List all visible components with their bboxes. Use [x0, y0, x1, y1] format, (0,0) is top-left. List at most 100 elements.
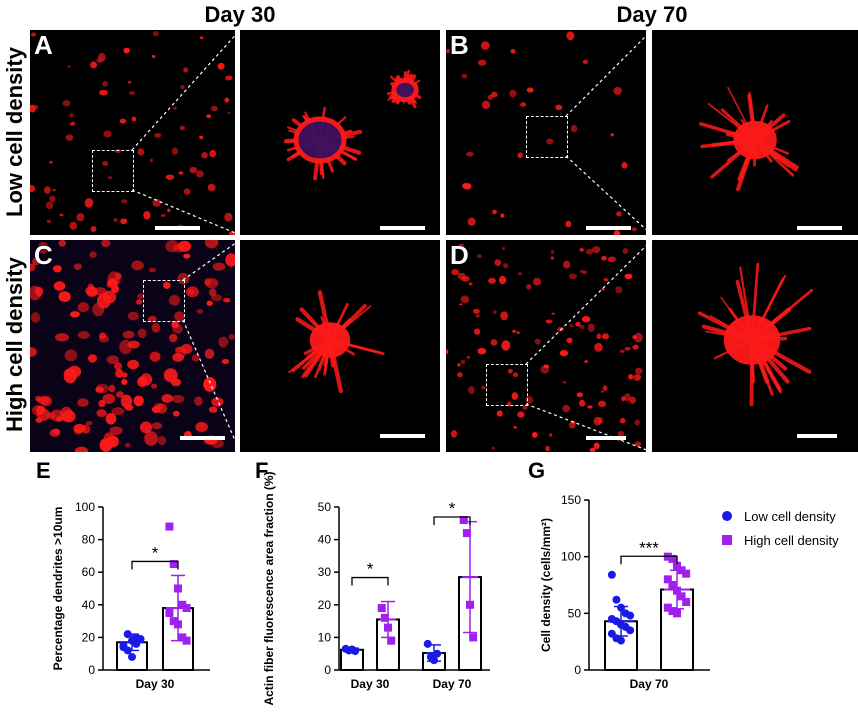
cell-mark — [151, 422, 163, 430]
cell-mark — [503, 263, 509, 269]
cell-mark — [103, 432, 115, 443]
cell-mark — [52, 265, 62, 273]
y-tick-label: 50 — [318, 500, 332, 514]
data-point — [626, 611, 635, 620]
data-point — [123, 630, 132, 639]
cell-mark — [111, 407, 125, 416]
cell-mark — [546, 138, 554, 145]
data-point — [182, 604, 191, 613]
cell-mark — [512, 329, 517, 333]
cell-mark — [30, 285, 42, 301]
cell-mark — [148, 267, 157, 273]
cell-mark — [602, 385, 608, 392]
cell-mark — [516, 331, 520, 335]
cell-mark — [98, 332, 107, 340]
cell-mark — [86, 286, 98, 297]
cell-mark — [136, 299, 143, 305]
data-point — [682, 569, 691, 578]
cell-mark — [52, 428, 61, 434]
cell-mark — [82, 424, 91, 434]
cell-mark — [49, 195, 56, 203]
cell-mark — [172, 324, 184, 334]
cell-mark — [50, 409, 64, 422]
data-point — [673, 561, 681, 570]
panel-letter-d: D — [450, 240, 469, 270]
cell-mark — [113, 362, 123, 371]
cell-mark — [624, 393, 631, 402]
scalebar-c-zoom — [380, 434, 425, 438]
inset-box-b — [526, 116, 568, 158]
cell-mark — [30, 312, 41, 323]
cell-mark — [43, 186, 51, 194]
cell-shape — [697, 262, 814, 407]
cell-mark — [511, 392, 519, 400]
cell-mark — [103, 130, 112, 138]
cell-mark — [488, 277, 496, 284]
cell-mark — [99, 89, 108, 96]
cell-mark — [458, 243, 465, 249]
cell-mark — [63, 368, 77, 384]
cell-mark — [468, 282, 473, 286]
cell-mark — [610, 133, 614, 137]
panel-letter-a: A — [34, 30, 53, 60]
cell-mark — [120, 394, 133, 409]
y-axis-label: Cell density (cells/mm²) — [539, 518, 553, 652]
cell-mark — [69, 121, 76, 126]
cell-shape — [698, 86, 800, 192]
cell-mark — [77, 331, 90, 339]
y-tick-label: 80 — [82, 533, 96, 547]
inset-box-a — [92, 150, 134, 192]
cell-mark — [466, 355, 471, 359]
data-point — [174, 620, 182, 629]
cell-mark — [30, 184, 36, 193]
panel-c-zoom — [240, 240, 440, 452]
data-point — [617, 636, 625, 645]
data-point — [626, 626, 635, 635]
cell-mark — [170, 378, 182, 387]
scalebar-d-zoom — [797, 434, 837, 438]
cell-mark — [207, 183, 216, 192]
cell-mark — [46, 219, 52, 224]
cell-mark — [635, 367, 643, 375]
data-point — [387, 636, 396, 645]
significance-bracket — [131, 560, 179, 570]
legend-label-high: High cell density — [744, 532, 839, 548]
cell-mark — [102, 80, 109, 87]
cell-mark — [157, 435, 167, 446]
cell-mark — [633, 373, 642, 381]
cell-mark — [477, 347, 487, 355]
cell-mark — [62, 410, 76, 423]
cell-mark — [147, 315, 157, 323]
cell-mark — [500, 213, 505, 218]
significance-label: * — [152, 543, 159, 562]
cell-mark — [89, 251, 97, 258]
cell-mark — [32, 257, 40, 266]
cell-shape — [283, 106, 363, 181]
cell-mark — [555, 104, 563, 111]
y-tick-label: 60 — [82, 565, 96, 579]
legend-item-high: High cell density — [722, 528, 839, 552]
data-point — [668, 554, 677, 563]
panel-letter-c: C — [34, 240, 53, 270]
y-tick-label: 100 — [75, 500, 95, 514]
cell-mark — [629, 396, 636, 404]
cell-mark — [105, 413, 117, 425]
cell-mark — [206, 300, 213, 307]
cell-mark — [77, 302, 90, 313]
y-tick-label: 0 — [88, 663, 95, 677]
y-tick-label: 0 — [574, 663, 581, 677]
cell-mark — [473, 328, 481, 335]
cell-mark — [30, 263, 36, 272]
cell-mark — [168, 294, 181, 306]
cell-mark — [451, 269, 460, 276]
cell-mark — [222, 297, 230, 303]
cell-mark — [478, 59, 487, 66]
cell-mark — [67, 65, 71, 68]
cell-mark — [196, 309, 204, 314]
cell-mark — [121, 199, 128, 204]
cell-mark — [459, 303, 463, 306]
data-point — [351, 647, 360, 656]
cell-mark — [174, 346, 185, 353]
cell-mark — [498, 275, 507, 285]
